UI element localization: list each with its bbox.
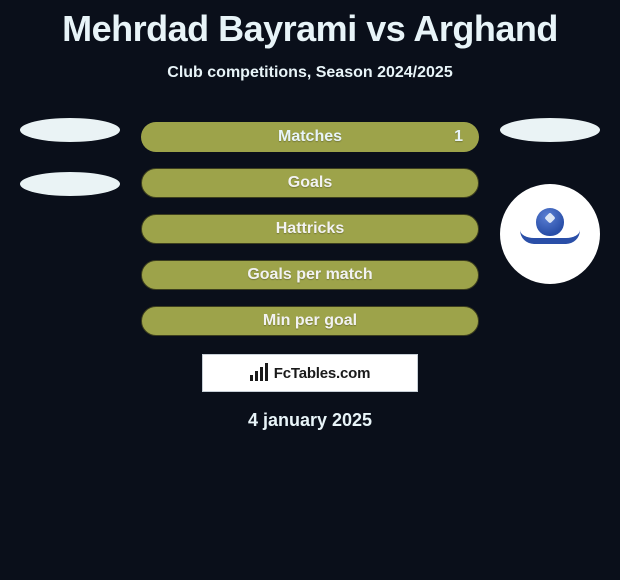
avatar-placeholder xyxy=(20,118,120,142)
stat-label: Hattricks xyxy=(276,220,344,238)
stat-value-right: 1 xyxy=(454,128,463,146)
stat-pill: Matches 1 xyxy=(141,122,479,152)
page-title: Mehrdad Bayrami vs Arghand xyxy=(0,0,620,50)
ball-icon xyxy=(536,208,564,236)
fctables-link[interactable]: FcTables.com xyxy=(202,354,418,392)
stat-pill: Hattricks xyxy=(141,214,479,244)
comparison-card: Mehrdad Bayrami vs Arghand Club competit… xyxy=(0,0,620,580)
stat-label: Min per goal xyxy=(263,312,357,330)
stat-label: Goals per match xyxy=(247,266,372,284)
club-badge xyxy=(500,184,600,284)
avatar-placeholder xyxy=(500,118,600,142)
stat-pill: Min per goal xyxy=(141,306,479,336)
date-label: 4 january 2025 xyxy=(0,410,620,431)
club-badge-graphic xyxy=(514,206,586,262)
avatar-placeholder xyxy=(20,172,120,196)
stat-row-min-per-goal: Min per goal xyxy=(0,306,620,336)
brand-label: FcTables.com xyxy=(274,365,371,382)
left-player-area xyxy=(10,118,130,196)
bar-chart-icon xyxy=(250,365,268,381)
stat-pill: Goals xyxy=(141,168,479,198)
stat-label: Goals xyxy=(288,174,332,192)
subtitle: Club competitions, Season 2024/2025 xyxy=(0,64,620,82)
stat-label: Matches xyxy=(278,128,342,146)
right-player-area xyxy=(490,118,610,284)
stat-pill: Goals per match xyxy=(141,260,479,290)
